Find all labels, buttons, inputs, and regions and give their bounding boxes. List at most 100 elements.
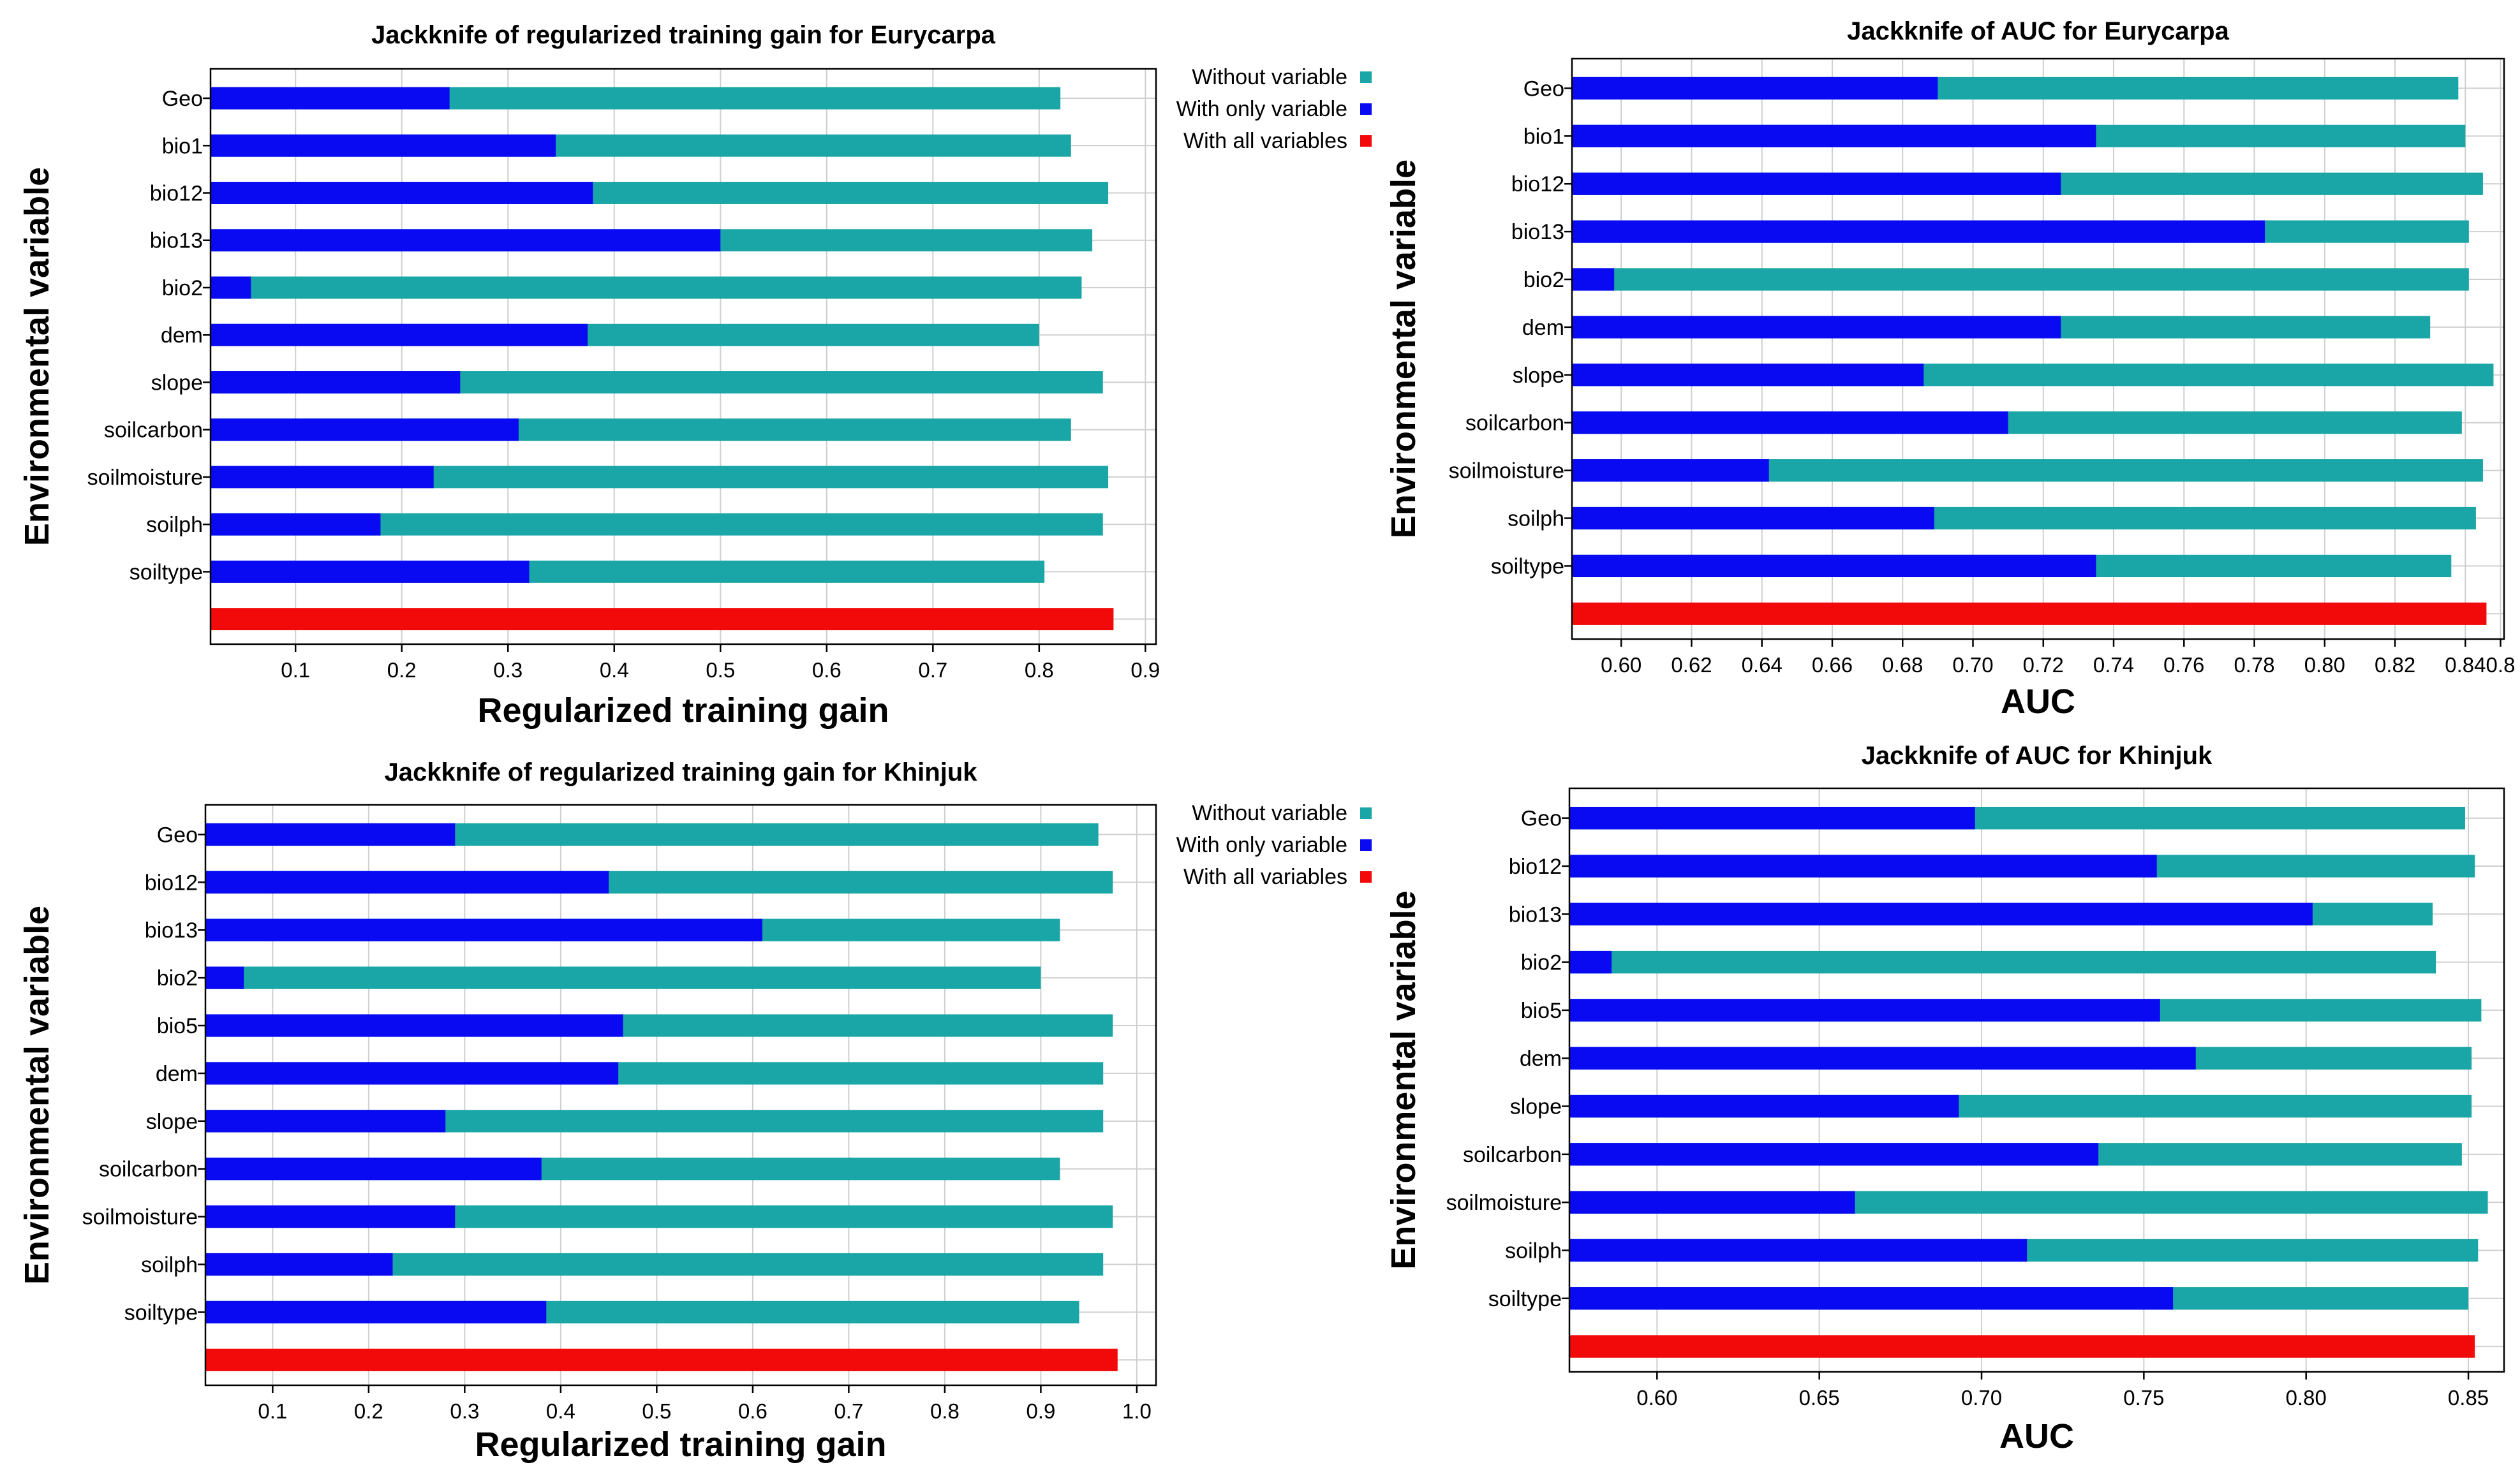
category-label: soilph	[141, 1253, 198, 1277]
bar-only-bio13	[205, 918, 762, 941]
chart-title: Jackknife of regularized training gain f…	[384, 758, 977, 786]
x-tick-label: 0.72	[2023, 653, 2064, 677]
category-label: slope	[151, 371, 203, 395]
chart-eurycarpa-auc: 0.60 0.62 0.64 0.66 0.68 0.70 0.72 0.74 0.76 0.78…	[1384, 17, 2515, 721]
x-tick-label: 0.70	[1961, 1386, 2002, 1410]
y-axis-label: Environmental variable	[18, 906, 56, 1285]
x-tick-label: 0.8	[1025, 658, 1054, 682]
category-label: bio5	[1521, 999, 1562, 1023]
legend-label: Without variable	[1192, 801, 1347, 825]
x-tick-label: 0.8	[930, 1399, 960, 1423]
bar-only-soiltype	[205, 1300, 547, 1324]
category-label: Geo	[1523, 77, 1564, 101]
x-tick-label: 0.5	[706, 658, 735, 682]
x-tick-label: 0.64	[1742, 653, 1783, 677]
category-label: dem	[1522, 316, 1564, 340]
category-label: soilmoisture	[1446, 1191, 1562, 1215]
x-tick-label: 0.3	[493, 658, 523, 682]
legend-label: With all variables	[1183, 129, 1347, 153]
bar-without-bio2	[205, 966, 1041, 989]
category-label: soilcarbon	[104, 418, 203, 443]
y-axis-label: Environmental variable	[18, 167, 56, 546]
category-label: bio1	[1523, 124, 1564, 149]
category-label: soilmoisture	[82, 1205, 198, 1230]
x-tick-label: 0.2	[387, 658, 417, 682]
bar-only-dem	[1569, 1047, 2196, 1070]
legend-label: Without variable	[1192, 65, 1347, 89]
x-tick-label: 0.80	[2286, 1386, 2327, 1410]
bar-only-soilph	[1572, 506, 1934, 530]
bar-without-bio2	[1569, 950, 2436, 974]
legend-label: With only variable	[1176, 833, 1347, 857]
category-label: soilmoisture	[87, 466, 203, 490]
legend-swatch	[1360, 839, 1372, 851]
category-label: soilph	[146, 513, 203, 537]
category-label: Geo	[157, 823, 198, 847]
category-label: Geo	[1521, 807, 1562, 831]
category-label: soilcarbon	[1465, 411, 1564, 436]
bar-only-slope	[1569, 1094, 1959, 1118]
bar-only-soilph	[1569, 1239, 2027, 1262]
plot-area	[211, 69, 1156, 644]
category-label: dem	[161, 323, 203, 348]
x-tick-label: 0.2	[354, 1399, 383, 1423]
x-tick-label: 0.76	[2163, 653, 2204, 677]
x-tick-label: 0.5	[642, 1399, 671, 1423]
plot-frame	[1568, 787, 2505, 1373]
chart-title: Jackknife of AUC for Khinjuk	[1862, 742, 2212, 770]
chart-title: Jackknife of AUC for Eurycarpa	[1847, 17, 2229, 45]
bar-only-Geo	[211, 87, 450, 110]
category-label: slope	[146, 1110, 198, 1134]
plot-frame	[209, 68, 1157, 645]
category-label: soiltype	[124, 1300, 198, 1325]
bar-only-soilmoisture	[205, 1205, 456, 1228]
x-tick-label: 0.60	[1636, 1386, 1677, 1410]
bar-without-bio2	[211, 276, 1082, 299]
bar-only-soilmoisture	[1572, 459, 1769, 482]
bar-only-Geo	[1569, 806, 1975, 830]
legend-label: With all variables	[1183, 865, 1347, 889]
y-axis-label: Environmental variable	[1384, 890, 1423, 1269]
x-tick-label: 0.7	[918, 658, 947, 682]
legend-swatch	[1360, 71, 1372, 83]
x-tick-label: 0.4	[546, 1399, 575, 1423]
x-tick-label: 0.82	[2375, 653, 2415, 677]
bar-only-slope	[1572, 364, 1924, 386]
legend-label: With only variable	[1176, 97, 1347, 121]
legend-swatch	[1360, 103, 1372, 115]
chart-khinjuk-auc: 0.60 0.65 0.70 0.75 0.80 0.85 Geo bio12 bio13 bio…	[1384, 742, 2505, 1455]
category-label: bio5	[157, 1014, 198, 1038]
bar-all-variables	[1572, 602, 2487, 625]
category-label: bio12	[1511, 172, 1564, 196]
bar-only-soilcarbon	[1569, 1143, 2099, 1166]
category-label: bio2	[1521, 951, 1562, 975]
bar-only-bio12	[211, 182, 593, 204]
bar-only-dem	[205, 1062, 619, 1085]
x-tick-label: 0.4	[600, 658, 629, 682]
bar-only-dem	[211, 323, 588, 346]
bar-only-slope	[205, 1110, 446, 1133]
bar-only-bio2	[1572, 268, 1615, 291]
bar-only-dem	[1572, 316, 2061, 339]
bar-only-soilmoisture	[211, 466, 434, 489]
bar-only-bio1	[1572, 124, 2096, 147]
x-axis-label: AUC	[1999, 1417, 2074, 1455]
category-label: dem	[156, 1062, 198, 1086]
bar-only-soilph	[205, 1253, 393, 1276]
category-label: bio13	[1509, 902, 1562, 927]
x-tick-label: 0.8	[2486, 653, 2516, 677]
x-tick-label: 0.1	[258, 1399, 287, 1423]
y-axis-label: Environmental variable	[1384, 159, 1423, 538]
bar-without-bio2	[1572, 268, 2469, 291]
bar-only-bio5	[205, 1014, 623, 1037]
bar-only-bio2	[211, 276, 251, 299]
x-tick-label: 0.1	[281, 658, 310, 682]
bar-only-Geo	[1572, 77, 1938, 100]
category-label: bio13	[145, 918, 198, 943]
bar-only-soilcarbon	[205, 1158, 542, 1181]
x-axis-label: Regularized training gain	[477, 691, 889, 730]
bar-only-bio13	[211, 229, 721, 252]
category-label: Geo	[162, 87, 203, 111]
chart-khinjuk-gain: 0.1 0.2 0.3 0.4 0.5 0.6 0.7 0.8 0.9 1.0 Geo bio12 bi…	[18, 758, 1372, 1464]
bar-only-soilph	[211, 513, 381, 536]
